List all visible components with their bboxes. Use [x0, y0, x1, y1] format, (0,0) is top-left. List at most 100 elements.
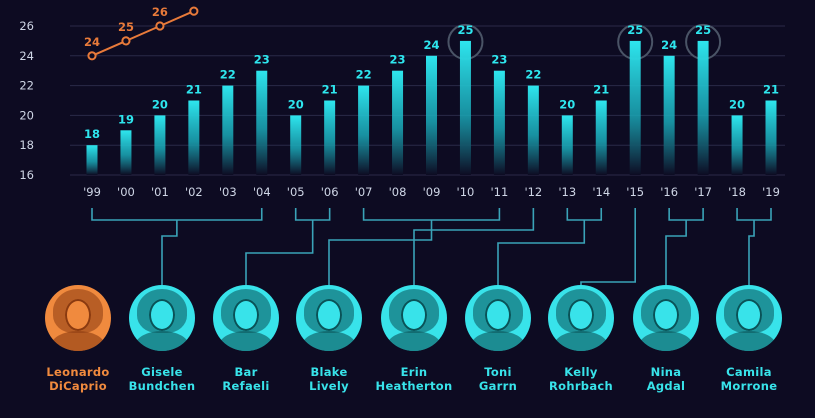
bar-value-label: 25	[627, 23, 643, 37]
person-1: Gisele Bundchen	[123, 285, 201, 393]
avatar	[716, 285, 782, 351]
y-tick-label: 18	[19, 138, 34, 152]
bar	[86, 145, 98, 175]
line-value-label: 24	[84, 35, 100, 49]
x-tick-label: '02	[185, 185, 203, 199]
line-point	[189, 6, 199, 16]
y-tick-label: 26	[19, 19, 34, 33]
bar-value-label: 24	[661, 38, 677, 52]
bar-value-label: 24	[423, 38, 439, 52]
bar	[595, 100, 607, 175]
person-first-name: Gisele	[141, 365, 183, 379]
x-tick-label: '04	[253, 185, 271, 199]
bar	[493, 70, 505, 175]
bar-value-label: 20	[729, 97, 745, 111]
bar	[256, 70, 268, 175]
bar-value-label: 23	[390, 53, 406, 67]
person-first-name: Camila	[726, 365, 772, 379]
x-tick-label: '03	[219, 185, 237, 199]
bar-value-label: 19	[118, 112, 134, 126]
person-first-name: Erin	[400, 365, 428, 379]
bar-value-label: 25	[457, 23, 473, 37]
line-point	[155, 21, 165, 31]
x-tick-label: '19	[762, 185, 780, 199]
x-tick-label: '01	[151, 185, 169, 199]
line-series	[91, 10, 195, 57]
bar	[629, 40, 641, 176]
bar	[358, 85, 370, 175]
person-first-name: Leonardo	[46, 365, 110, 379]
person-name: Kelly Rohrbach	[542, 365, 620, 393]
bar	[697, 40, 709, 176]
person-name: Gisele Bundchen	[123, 365, 201, 393]
person-4: Erin Heatherton	[375, 285, 453, 393]
person-last-name: Heatherton	[375, 379, 453, 393]
bar	[188, 100, 200, 175]
person-last-name: Morrone	[720, 379, 778, 393]
x-tick-label: '11	[491, 185, 509, 199]
person-name: Erin Heatherton	[375, 365, 453, 393]
person-5: Toni Garrn	[459, 285, 537, 393]
bar	[426, 55, 437, 175]
group-connector	[736, 208, 772, 285]
y-tick-label: 24	[19, 49, 34, 63]
line-point	[87, 51, 97, 61]
bar	[459, 40, 471, 176]
person-name: Toni Garrn	[459, 365, 537, 393]
x-tick-label: '10	[457, 185, 475, 199]
y-tick-label: 16	[19, 168, 34, 182]
person-name: Blake Lively	[290, 365, 368, 393]
avatar	[548, 285, 614, 351]
person-2: Bar Refaeli	[207, 285, 285, 393]
bar-value-label: 21	[763, 83, 779, 97]
bar-value-label: 18	[84, 127, 100, 141]
group-connector	[245, 208, 331, 285]
bar	[527, 85, 539, 175]
x-tick-label: '09	[423, 185, 441, 199]
x-tick-label: '08	[389, 185, 407, 199]
bar	[120, 130, 132, 175]
person-8: Camila Morrone	[710, 285, 788, 393]
y-tick-label: 20	[19, 108, 34, 122]
x-tick-label: '17	[694, 185, 712, 199]
bar	[324, 100, 336, 175]
avatar	[129, 285, 195, 351]
person-first-name: Nina	[650, 365, 682, 379]
line-point	[121, 36, 131, 46]
x-tick-label: '16	[660, 185, 678, 199]
x-tick-label: '07	[355, 185, 373, 199]
avatar	[213, 285, 279, 351]
person-name: Leonardo DiCaprio	[39, 365, 117, 393]
group-connector	[413, 208, 535, 285]
person-7: Nina Agdal	[627, 285, 705, 393]
bar-value-label: 25	[695, 23, 711, 37]
x-tick-label: '18	[728, 185, 746, 199]
bar	[663, 55, 675, 175]
person-last-name: Bundchen	[128, 379, 196, 393]
group-connector	[497, 208, 603, 285]
group-connector	[580, 208, 636, 285]
bar-value-label: 22	[356, 68, 372, 82]
bar-value-label: 22	[525, 68, 541, 82]
bar-value-label: 20	[559, 97, 575, 111]
avatar	[296, 285, 362, 351]
bar-value-label: 21	[593, 83, 609, 97]
bar	[765, 100, 777, 175]
bar	[222, 85, 234, 175]
x-tick-label: '06	[321, 185, 339, 199]
person-name: Bar Refaeli	[207, 365, 285, 393]
bar-value-label: 23	[254, 53, 270, 67]
person-first-name: Kelly	[564, 365, 598, 379]
x-tick-label: '00	[117, 185, 135, 199]
line-value-label: 25	[118, 20, 134, 34]
bar	[731, 115, 743, 175]
group-connector	[665, 208, 704, 285]
person-last-name: Agdal	[646, 379, 686, 393]
person-last-name: Lively	[309, 379, 349, 393]
person-last-name: Rohrbach	[548, 379, 613, 393]
y-tick-label: 22	[19, 79, 34, 93]
avatar	[45, 285, 111, 351]
x-tick-label: '13	[558, 185, 576, 199]
person-last-name: DiCaprio	[49, 379, 107, 393]
